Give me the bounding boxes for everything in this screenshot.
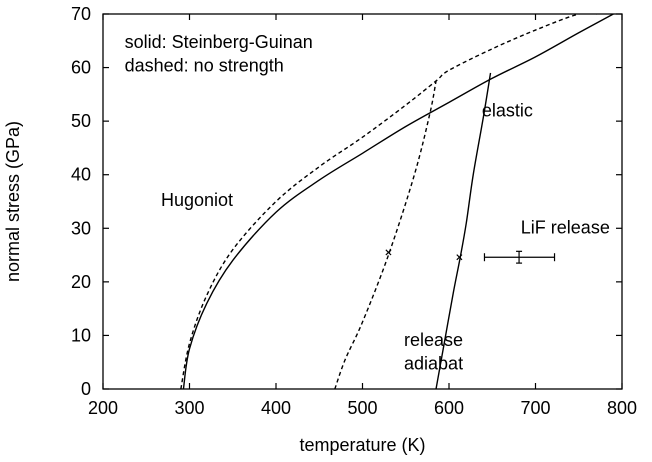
series-line-3 (435, 72, 492, 389)
series-line-2 (334, 80, 437, 389)
annotation-2: Hugoniot (161, 190, 233, 210)
y-tick-label-2: 20 (71, 272, 91, 292)
x-marker-1 (456, 254, 463, 261)
x-tick-label-0: 200 (88, 398, 118, 418)
x-tick-label-4: 600 (434, 398, 464, 418)
y-tick-label-4: 40 (71, 165, 91, 185)
x-marker-0 (385, 249, 392, 256)
x-tick-label-6: 800 (607, 398, 637, 418)
y-tick-label-1: 10 (71, 325, 91, 345)
annotation-5: release (404, 330, 463, 350)
x-marker-0-stroke-b (385, 249, 392, 256)
y-tick-label-6: 60 (71, 58, 91, 78)
x-axis-label: temperature (K) (299, 435, 425, 455)
y-tick-label-0: 0 (81, 379, 91, 399)
series-line-0 (182, 14, 614, 389)
series-layer (180, 14, 614, 389)
annotation-3: elastic (482, 100, 533, 120)
y-axis-label: normal stress (GPa) (3, 121, 23, 282)
x-tick-label-2: 400 (261, 398, 291, 418)
x-tick-label-5: 700 (520, 398, 550, 418)
y-tick-label-3: 30 (71, 218, 91, 238)
text-layer: 200 300 400 500 600 700 800 0 10 20 30 40 50 60 70 temp… (3, 4, 637, 455)
annotation-4: LiF release (521, 218, 610, 238)
x-marker-1-stroke-b (456, 254, 463, 261)
x-tick-label-1: 300 (174, 398, 204, 418)
x-tick-label-3: 500 (347, 398, 377, 418)
y-tick-label-7: 70 (71, 4, 91, 24)
axes-layer (102, 13, 623, 390)
y-tick-label-5: 50 (71, 111, 91, 131)
curves-group (180, 14, 614, 389)
annotation-1: dashed: no strength (125, 55, 284, 75)
annotation-0: solid: Steinberg-Guinan (125, 32, 313, 52)
annotation-6: adiabat (404, 354, 463, 374)
lif-release-errorbar (483, 250, 556, 264)
